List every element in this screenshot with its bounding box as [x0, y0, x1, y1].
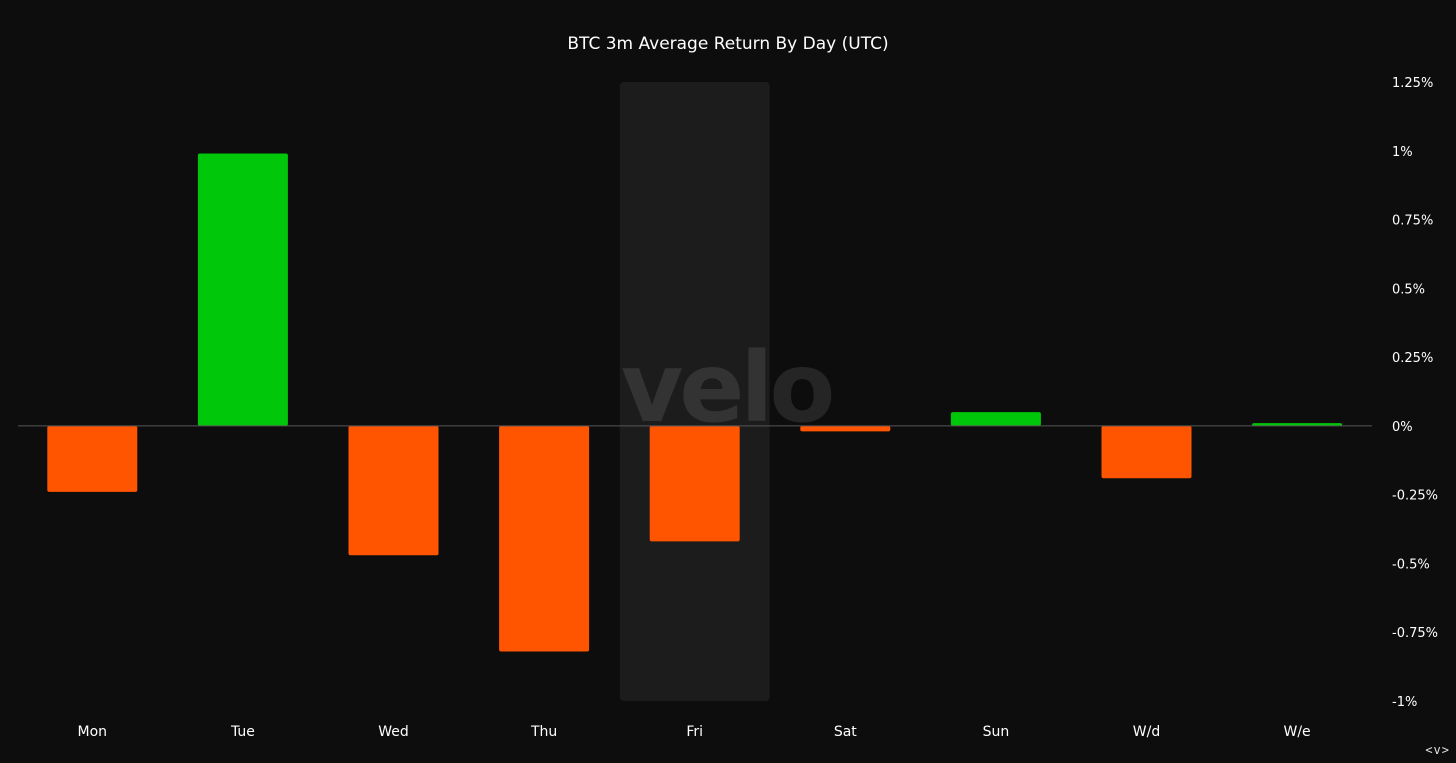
x-tick-label: Sat	[834, 724, 857, 740]
x-tick-label: W/e	[1284, 724, 1311, 740]
bar-fri	[649, 425, 740, 542]
y-tick-label: 0%	[1392, 420, 1413, 435]
y-tick-label: -0.25%	[1392, 489, 1438, 504]
chart-title: BTC 3m Average Return By Day (UTC)	[567, 34, 889, 54]
y-tick-label: 0.5%	[1392, 282, 1425, 297]
bar-wd	[1101, 425, 1192, 479]
x-tick-label: W/d	[1133, 724, 1160, 740]
highlight-layer	[619, 82, 770, 701]
velo-watermark: velo	[620, 332, 836, 444]
bar-thu	[499, 425, 590, 652]
y-tick-label: -0.75%	[1392, 626, 1438, 641]
highlight-band	[619, 82, 770, 701]
y-tick-label: -0.5%	[1392, 557, 1430, 572]
x-axis: Mon Tue Wed Thu Fri Sat Sun W/d W/e	[78, 724, 1311, 740]
nav-control[interactable]: <v>	[1425, 743, 1450, 757]
x-tick-label: Wed	[378, 724, 409, 740]
y-tick-label: 1%	[1392, 145, 1413, 160]
x-tick-label: Mon	[78, 724, 108, 740]
bar-sun	[950, 412, 1041, 426]
x-tick-label: Fri	[686, 724, 703, 740]
x-tick-label: Thu	[530, 724, 557, 740]
bar-mon	[47, 425, 138, 492]
bar-tue	[197, 153, 288, 426]
y-tick-label: 0.25%	[1392, 351, 1433, 366]
y-tick-label: 1.25%	[1392, 76, 1433, 91]
y-axis: 1.25% 1% 0.75% 0.5% 0.25% 0% -0.25% -0.5% -0.75%…	[1392, 76, 1438, 710]
y-tick-label: 0.75%	[1392, 214, 1433, 229]
x-tick-label: Tue	[230, 724, 255, 740]
bars-layer	[47, 153, 1343, 652]
x-tick-label: Sun	[983, 724, 1010, 740]
bar-we	[1252, 423, 1343, 426]
bar-wed	[348, 425, 439, 556]
y-tick-label: -1%	[1392, 695, 1417, 710]
bar-sat	[800, 425, 891, 432]
